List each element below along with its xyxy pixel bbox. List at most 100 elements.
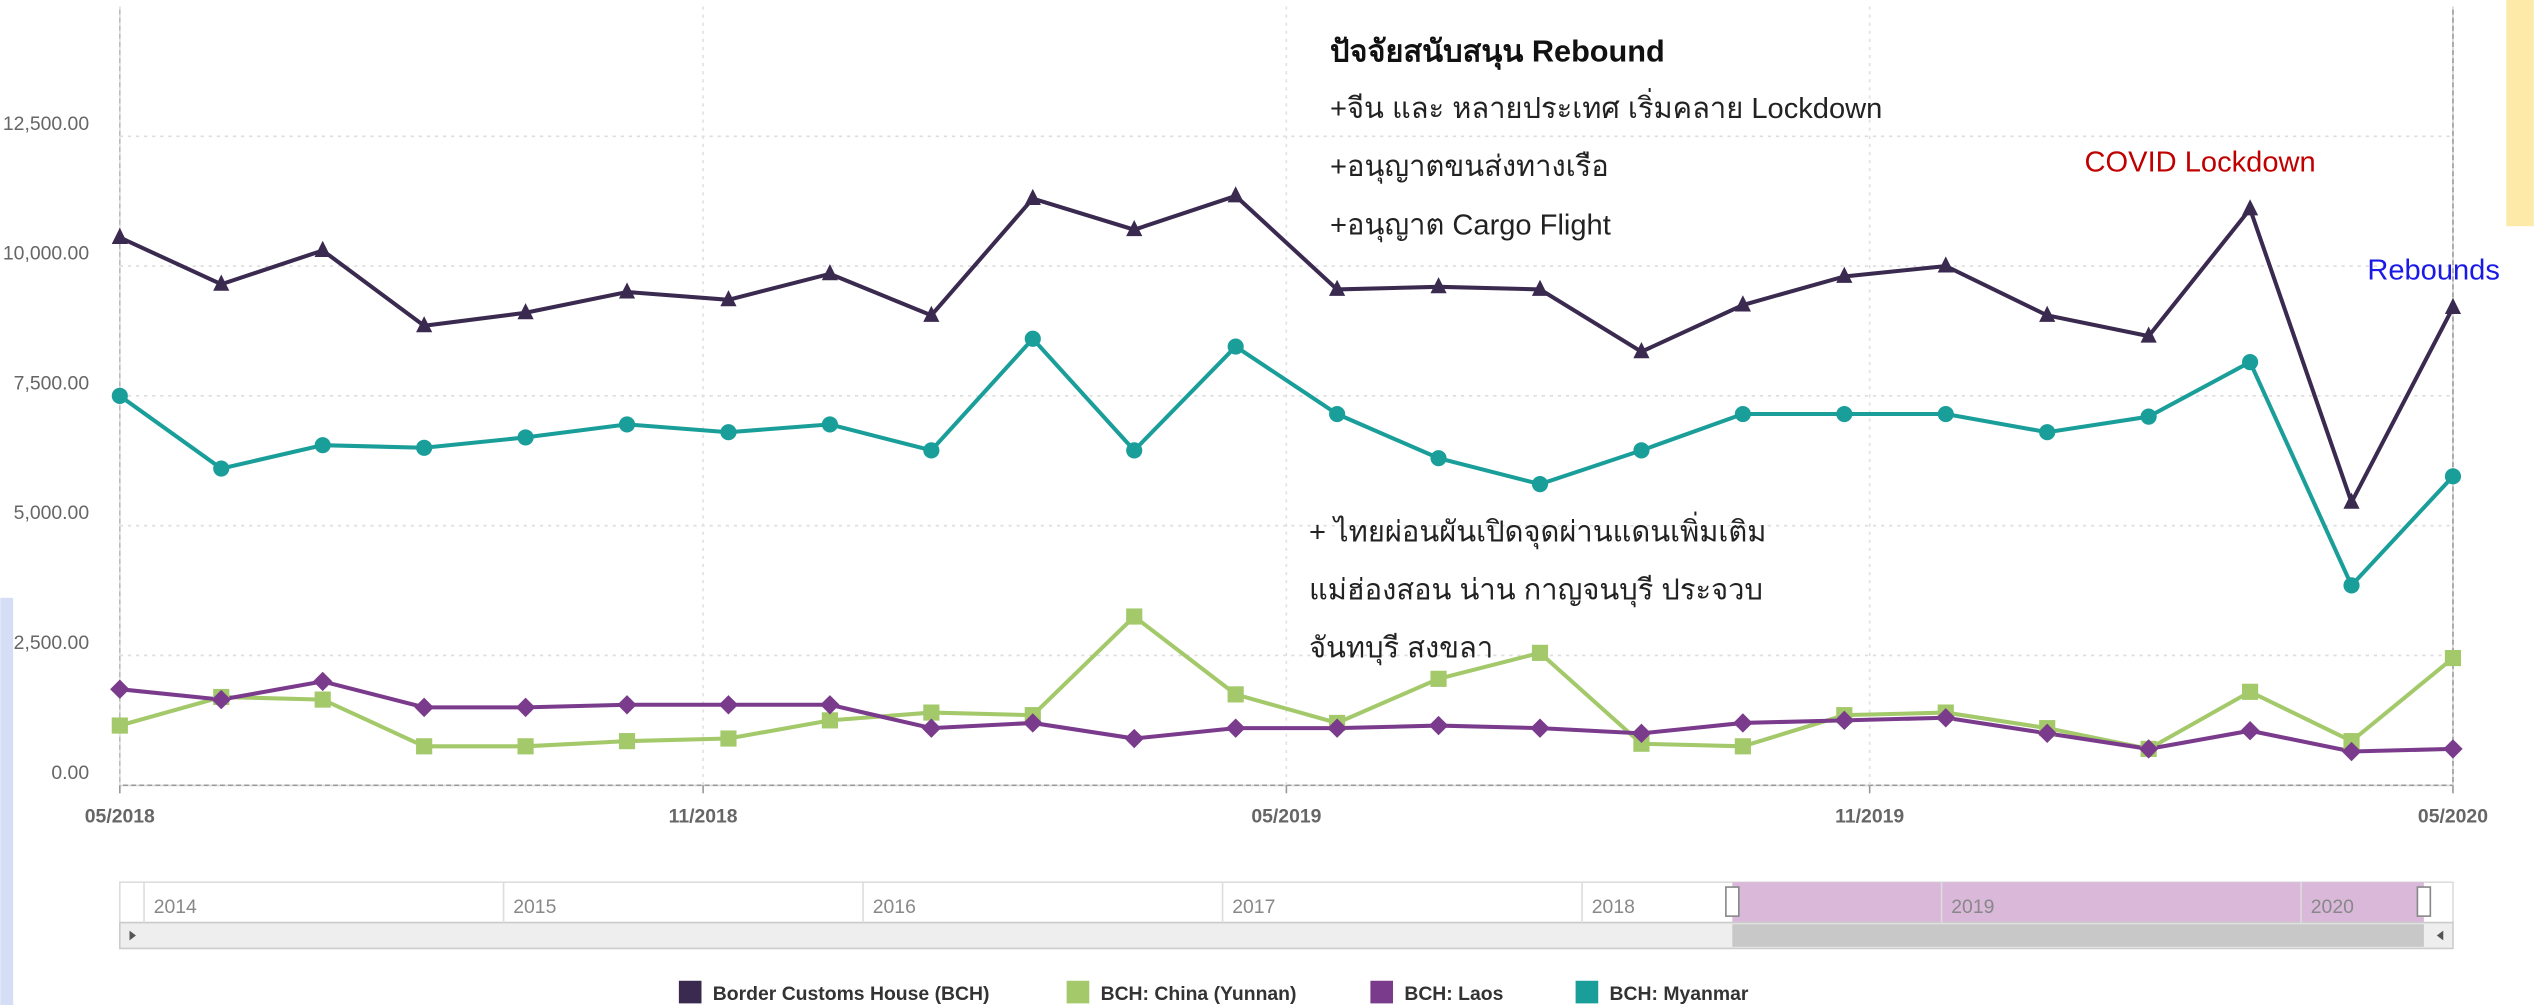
marker — [1428, 715, 1449, 736]
marker — [1631, 723, 1652, 744]
annotation: +อนุญาต Cargo Flight — [1330, 209, 1611, 242]
navigator-handle[interactable] — [1725, 886, 1740, 917]
legend-label: BCH: China (Yunnan) — [1101, 983, 1297, 1005]
navigator-range[interactable] — [1732, 882, 2424, 923]
marker — [517, 429, 534, 446]
marker — [2343, 733, 2360, 750]
marker — [314, 691, 331, 708]
marker — [617, 695, 637, 715]
x-tick-label: 05/2018 — [85, 805, 155, 827]
marker — [1531, 279, 1549, 296]
marker — [1836, 405, 1853, 423]
marker — [416, 738, 433, 755]
legend-swatch — [1066, 980, 1090, 1004]
marker — [111, 387, 128, 404]
annotation: + ไทยผ่อนผันเปิดจุดผ่านแดนเพิ่มเติม — [1309, 511, 1766, 549]
navigator-handle[interactable] — [2416, 886, 2432, 917]
marker — [2240, 721, 2260, 741]
annotation: COVID Lockdown — [2085, 146, 2316, 178]
y-tick-label: 10,000.00 — [3, 243, 89, 265]
marker — [515, 697, 536, 718]
marker — [2140, 408, 2157, 425]
marker — [921, 718, 942, 738]
marker — [416, 316, 433, 333]
x-tick-label: 05/2019 — [1251, 805, 1321, 827]
marker — [720, 290, 737, 307]
legend-label: BCH: Laos — [1404, 983, 1503, 1005]
marker — [2037, 723, 2057, 744]
legend-swatch — [1575, 980, 1599, 1004]
marker — [2341, 741, 2362, 762]
marker — [2242, 199, 2259, 216]
marker — [1329, 279, 1346, 296]
marker — [821, 712, 838, 729]
marker — [820, 695, 840, 715]
marker — [1633, 342, 1650, 359]
marker — [1834, 710, 1855, 731]
marker — [1329, 405, 1346, 423]
scrollbar-thumb[interactable] — [1732, 924, 2424, 947]
marker — [923, 442, 940, 459]
marker — [1430, 450, 1447, 467]
y-tick-label: 12,500.00 — [3, 113, 89, 135]
series-line — [118, 335, 2455, 589]
series-line — [118, 193, 2455, 508]
marker — [821, 416, 838, 433]
navigator-year: 2018 — [1592, 896, 1635, 918]
marker — [923, 305, 940, 322]
marker — [1430, 277, 1447, 294]
series-line — [119, 679, 2454, 754]
marker — [1633, 442, 1650, 459]
y-tick-label: 2,500.00 — [14, 632, 90, 654]
y-tick-label: 0.00 — [51, 762, 89, 784]
marker — [313, 671, 333, 692]
x-tick-label: 11/2018 — [669, 805, 738, 827]
marker — [1734, 295, 1751, 312]
marker — [2343, 577, 2360, 594]
x-tick-label: 11/2019 — [1835, 805, 1904, 827]
marker — [517, 738, 534, 755]
marker — [1937, 405, 1954, 423]
marker — [2443, 739, 2463, 759]
marker — [618, 282, 636, 299]
marker — [110, 679, 130, 699]
navigator-year: 2015 — [513, 896, 556, 918]
side-strip — [2506, 0, 2534, 227]
marker — [211, 689, 231, 710]
annotation: แม่ฮ่องสอน น่าน กาญจนบุรี ประจวบ — [1309, 574, 1763, 607]
marker — [1227, 186, 1244, 203]
marker — [1126, 608, 1143, 625]
annotation: Rebounds — [2367, 255, 2500, 287]
marker — [2140, 326, 2157, 343]
annotation: จันทบุรี สงขลา — [1309, 633, 1493, 666]
navigator-year: 2016 — [873, 896, 916, 918]
marker — [1024, 330, 1041, 347]
marker — [2039, 305, 2056, 322]
marker — [1734, 405, 1751, 423]
legend-swatch — [1370, 980, 1394, 1004]
y-tick-label: 7,500.00 — [14, 372, 90, 394]
marker — [1633, 735, 1650, 752]
marker — [1126, 220, 1143, 237]
navigator-year: 2017 — [1232, 896, 1275, 918]
marker — [213, 274, 230, 291]
marker — [1531, 644, 1549, 661]
marker — [2138, 739, 2159, 759]
legend-swatch — [678, 980, 702, 1004]
marker — [111, 227, 128, 244]
marker — [1734, 738, 1751, 755]
legend-label: BCH: Myanmar — [1610, 983, 1749, 1005]
marker — [1530, 718, 1550, 738]
x-tick-label: 05/2020 — [2418, 805, 2488, 827]
navigator-year: 2020 — [2311, 896, 2354, 918]
marker — [314, 240, 331, 257]
marker — [1937, 256, 1954, 273]
marker — [923, 704, 940, 721]
marker — [2343, 492, 2360, 509]
marker — [414, 697, 434, 718]
marker — [2039, 424, 2056, 441]
marker — [720, 730, 737, 747]
marker — [314, 437, 331, 454]
